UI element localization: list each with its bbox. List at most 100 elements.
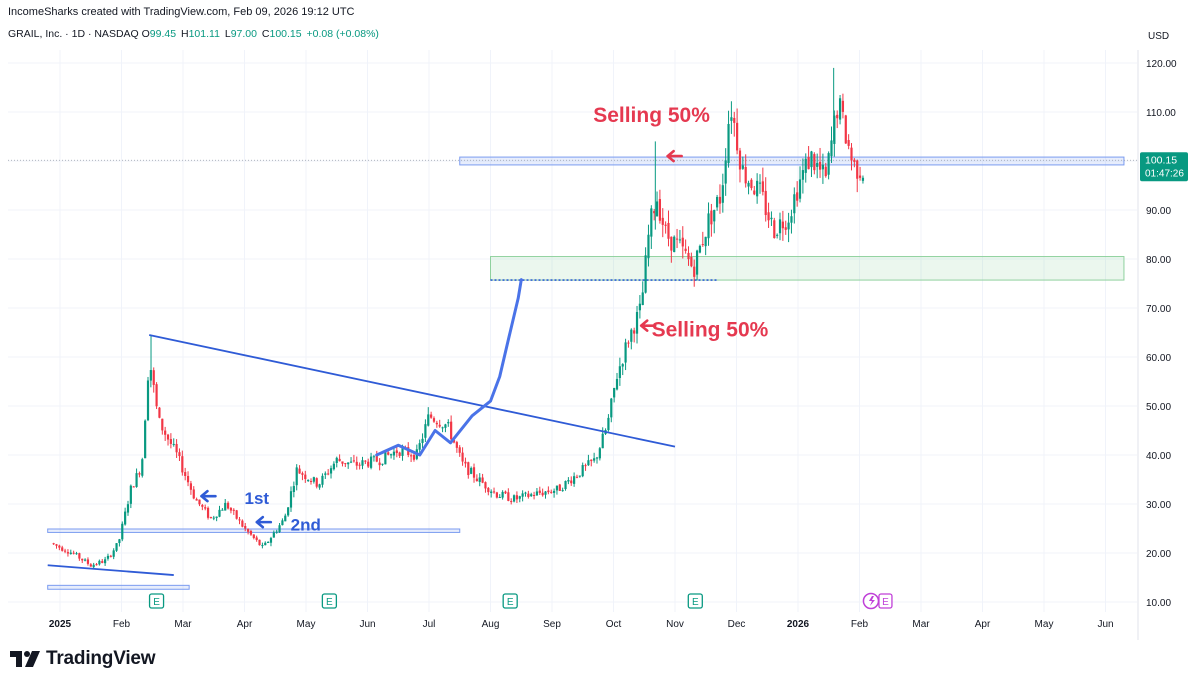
price-tick-label: 110.00 — [1146, 108, 1176, 119]
candle-body — [146, 380, 150, 421]
candle-body — [241, 520, 244, 527]
candle-body — [327, 473, 330, 475]
candle-body — [707, 213, 710, 239]
time-tick-label: Oct — [606, 619, 622, 630]
candle-body — [690, 257, 693, 267]
last-price-badge[interactable] — [1140, 152, 1188, 182]
candle-body — [810, 151, 813, 168]
candle-body — [124, 511, 127, 525]
earnings-marker-label: E — [507, 597, 514, 608]
candle-body — [624, 342, 627, 363]
candle-body — [833, 115, 836, 144]
candle-body — [633, 330, 636, 334]
candle-body — [224, 502, 227, 511]
candle-body — [195, 499, 198, 501]
candle-body — [467, 462, 470, 476]
candle-body — [544, 491, 547, 495]
trendlines — [47, 278, 676, 576]
price-tick-label: 20.00 — [1146, 549, 1171, 560]
candle-body — [470, 467, 473, 474]
candle-body — [315, 478, 318, 487]
earnings-marker[interactable] — [148, 593, 165, 609]
candle-body — [498, 497, 501, 499]
price-axis[interactable]: 120.00110.00100.0090.0080.0070.0060.0050… — [1140, 59, 1188, 609]
symbol-info: GRAIL, Inc. · 1D · NASDAQ O99.45 H101.11… — [8, 28, 381, 40]
candle-body — [112, 550, 115, 557]
candle-body — [687, 252, 690, 260]
candle-body — [138, 473, 141, 475]
currency-label[interactable]: USD — [1148, 31, 1170, 42]
candle-body — [756, 180, 759, 197]
time-tick-label: May — [1035, 619, 1054, 630]
annotation-label: Selling 50% — [652, 318, 769, 341]
time-tick-label: Feb — [113, 619, 131, 630]
candle-body — [518, 496, 521, 499]
candle-body — [450, 421, 453, 440]
candle-body — [369, 456, 373, 468]
candle-body — [715, 196, 719, 208]
time-tick-label: Feb — [851, 619, 869, 630]
candle-body — [478, 477, 481, 482]
candle-body — [530, 494, 533, 497]
time-tick-label: Apr — [237, 619, 253, 630]
candle-body — [401, 448, 404, 456]
time-tick-label: Dec — [728, 619, 746, 630]
candle-body — [555, 485, 559, 491]
candle-body — [710, 210, 713, 225]
candle-body — [418, 443, 421, 450]
time-tick-label: Aug — [482, 619, 500, 630]
symbol-title[interactable]: GRAIL, Inc. · 1D · NASDAQ — [8, 28, 139, 40]
candle-body — [758, 182, 762, 184]
price-tick-label: 50.00 — [1146, 402, 1171, 413]
left-arrow-icon — [255, 515, 273, 529]
candle-body — [66, 552, 70, 554]
ohlc-open: O99.45 — [141, 28, 177, 40]
candle-body — [552, 490, 556, 493]
zones — [8, 156, 1137, 590]
annotation-label: Selling 50% — [593, 104, 710, 127]
candle-body — [638, 303, 641, 311]
earnings-marker[interactable] — [687, 593, 703, 609]
trendline — [47, 564, 174, 576]
candle-body — [129, 485, 132, 504]
candle-body — [618, 366, 621, 379]
tradingview-logo-icon — [10, 651, 40, 667]
candle-body — [281, 520, 284, 526]
candle-body — [501, 491, 504, 498]
candle-body — [744, 166, 747, 184]
candle-body — [121, 523, 124, 540]
candle-body — [104, 559, 107, 564]
candle-body — [252, 534, 255, 538]
candle-body — [584, 465, 587, 467]
earnings-marker[interactable] — [502, 593, 518, 609]
candle-body — [818, 161, 822, 170]
candle-body — [206, 507, 210, 518]
candle-body — [727, 123, 730, 164]
candle-body — [796, 192, 799, 201]
candle-body — [721, 185, 724, 203]
candle-body — [358, 464, 361, 466]
candle-body — [595, 457, 599, 459]
price-tick-label: 60.00 — [1146, 353, 1171, 364]
candle-body — [427, 414, 430, 426]
candle-body — [381, 463, 384, 465]
candle-body — [126, 504, 130, 513]
tradingview-logo[interactable]: TradingView — [10, 648, 156, 670]
candle-body — [587, 460, 590, 466]
zone-support — [490, 256, 1125, 281]
earnings-marker[interactable] — [878, 593, 893, 609]
candle-body — [184, 472, 187, 476]
candle-body — [598, 448, 601, 459]
candle-body — [141, 459, 144, 476]
candle-body — [847, 140, 850, 146]
candle-body — [78, 553, 81, 559]
candle-body — [607, 417, 610, 431]
earnings-marker[interactable] — [321, 593, 338, 609]
credit-text: IncomeSharks created with TradingView.co… — [8, 6, 355, 18]
candle-body — [547, 490, 550, 493]
candle-body — [375, 455, 378, 462]
time-axis[interactable]: 2025 Feb Mar Apr May Jun Jul Aug Sep Oct Nov Dec 202… — [49, 619, 1114, 630]
candle-body — [836, 114, 839, 119]
candle-body — [69, 552, 72, 555]
